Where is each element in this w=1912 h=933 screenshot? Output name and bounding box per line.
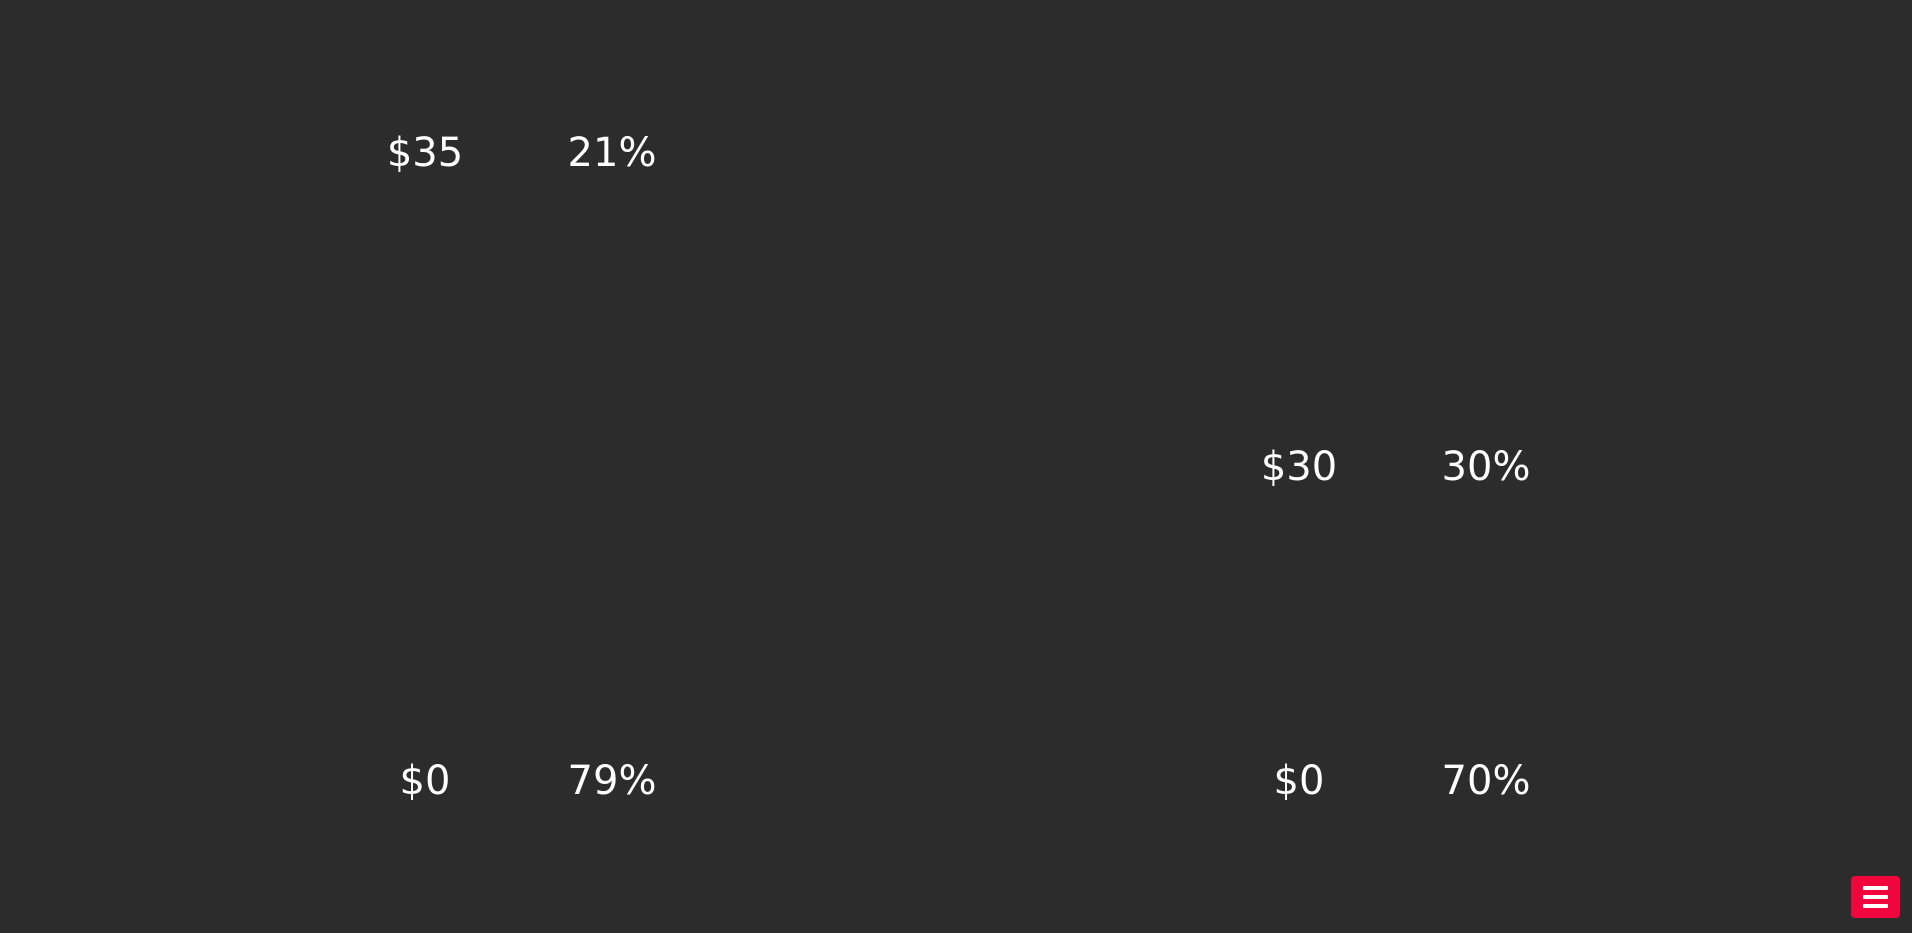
hamburger-menu-icon <box>1863 886 1888 890</box>
menu-button[interactable] <box>1851 876 1900 918</box>
left-bottom-percent: 79% <box>567 758 657 804</box>
left-top-percent: 21% <box>567 130 657 176</box>
right-bottom-percent: 70% <box>1441 758 1531 804</box>
left-top-price: $35 <box>386 130 464 176</box>
right-top-percent: 30% <box>1441 444 1531 490</box>
right-bottom-price: $0 <box>1273 758 1325 804</box>
hamburger-menu-icon-bar <box>1863 904 1888 908</box>
right-top-price: $30 <box>1260 444 1338 490</box>
hamburger-menu-icon-bar <box>1863 895 1888 899</box>
left-bottom-price: $0 <box>399 758 451 804</box>
